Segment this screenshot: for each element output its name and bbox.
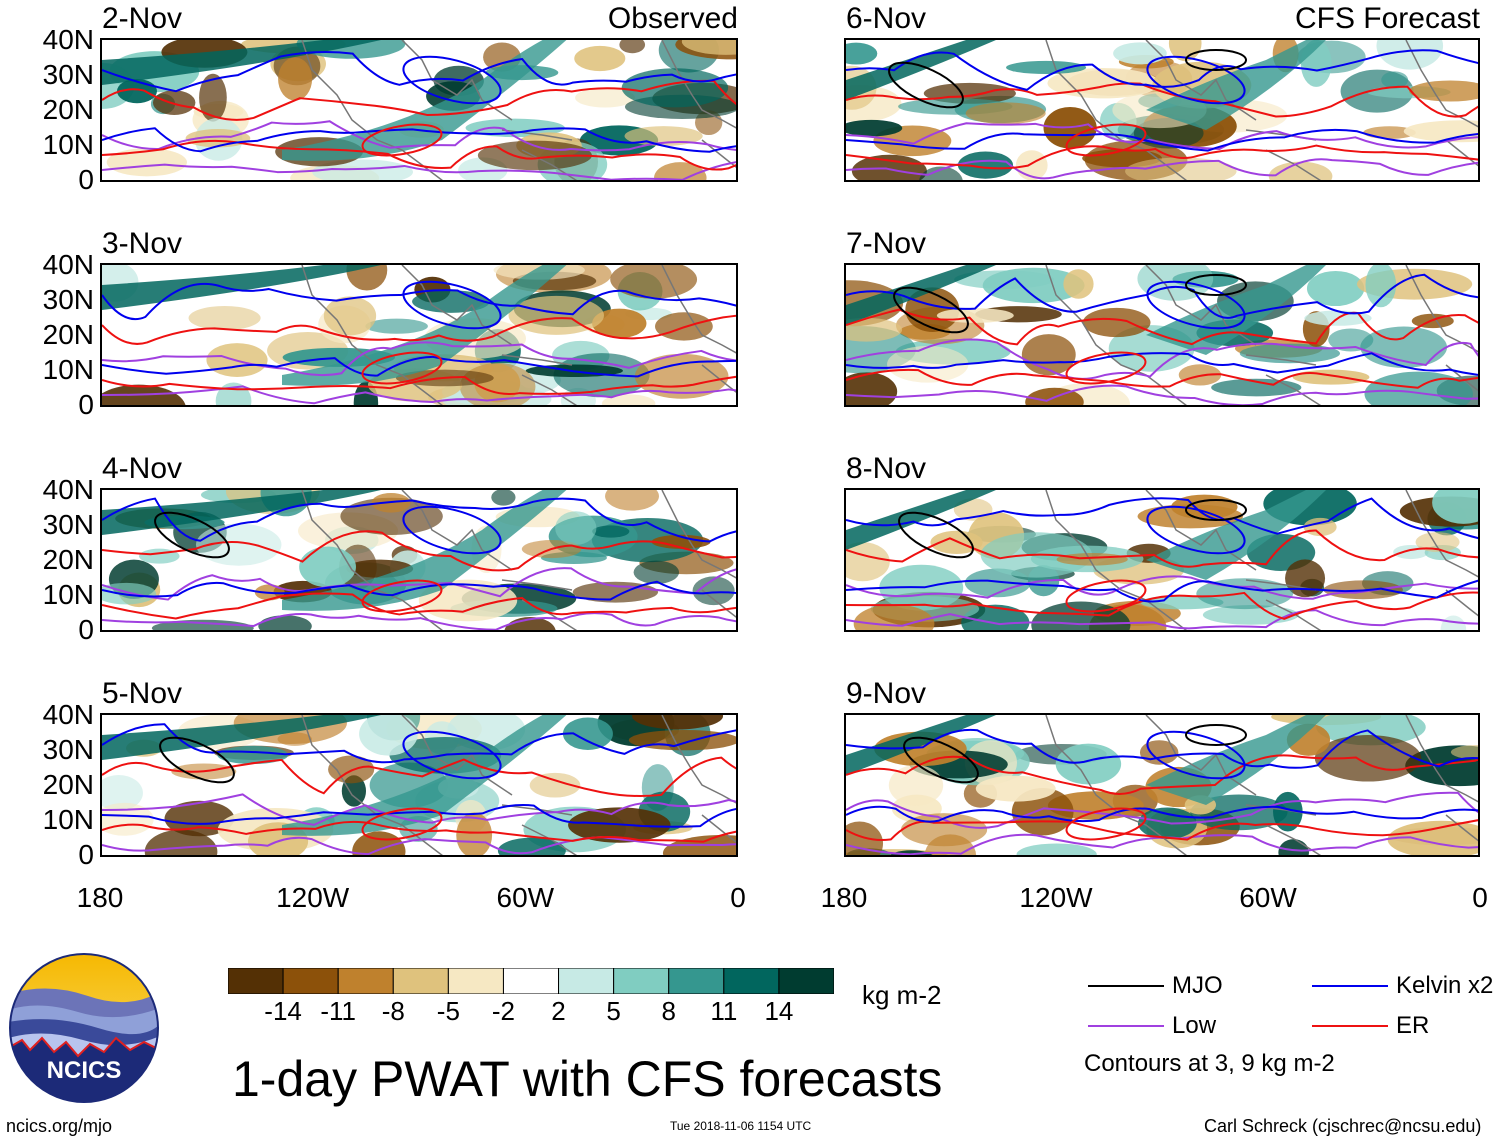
longitude-label: 120W bbox=[276, 882, 350, 913]
legend-label: Low bbox=[1172, 1012, 1217, 1039]
panel-date-label: 5-Nov bbox=[102, 677, 183, 710]
panel-date-label: 9-Nov bbox=[846, 677, 927, 710]
latitude-label: 30N bbox=[42, 284, 94, 315]
colorbar-tick-label: -2 bbox=[491, 996, 516, 1026]
pwat-map-panel bbox=[844, 38, 1480, 182]
latitude-label: 0 bbox=[78, 839, 94, 870]
latitude-label: 40N bbox=[42, 474, 94, 505]
colorbar-tick-label: 8 bbox=[661, 996, 676, 1026]
pwat-map-panel bbox=[844, 488, 1480, 632]
colorbar-swatch bbox=[613, 967, 670, 995]
pwat-map-panel bbox=[100, 263, 738, 407]
colorbar-tick-label: 14 bbox=[764, 996, 794, 1026]
colorbar-swatch bbox=[282, 967, 339, 995]
latitude-label: 10N bbox=[42, 579, 94, 610]
colorbar-tick-label: -11 bbox=[320, 996, 356, 1026]
panel-date-label: 4-Nov bbox=[102, 452, 183, 485]
latitude-label: 0 bbox=[78, 389, 94, 420]
pwat-map-panel bbox=[100, 713, 738, 857]
pwat-map-panel bbox=[844, 713, 1480, 857]
colorbar-tick-label: -5 bbox=[436, 996, 460, 1026]
pwat-map-panel bbox=[844, 263, 1480, 407]
latitude-label: 10N bbox=[42, 129, 94, 160]
colorbar-tick-label: -8 bbox=[381, 996, 405, 1026]
longitude-label: 180 bbox=[820, 882, 868, 913]
latitude-label: 20N bbox=[42, 544, 94, 575]
latitude-label: 40N bbox=[42, 24, 94, 55]
colorbar-tick-label: 5 bbox=[606, 996, 621, 1026]
pwat-field bbox=[846, 40, 1478, 180]
colorbar-units: kg m-2 bbox=[862, 980, 942, 1010]
ncics-logo: NCICS bbox=[8, 952, 160, 1104]
latitude-label: 30N bbox=[42, 59, 94, 90]
latitude-label: 20N bbox=[42, 769, 94, 800]
logo-text: NCICS bbox=[47, 1057, 122, 1084]
colorbar-swatch bbox=[558, 967, 615, 995]
legend-label: Kelvin x2 bbox=[1396, 972, 1494, 999]
colorbar-swatch bbox=[778, 967, 835, 995]
latitude-label: 0 bbox=[78, 164, 94, 195]
panel-date-label: 7-Nov bbox=[846, 227, 927, 260]
pwat-field bbox=[846, 490, 1478, 630]
colorbar-swatch bbox=[668, 967, 725, 995]
colorbar-swatch bbox=[723, 967, 780, 995]
panel-date-label: 2-Nov bbox=[102, 2, 183, 35]
latitude-label: 30N bbox=[42, 509, 94, 540]
pwat-field bbox=[846, 265, 1478, 405]
footer-timestamp: Tue 2018-11-06 1154 UTC bbox=[670, 1119, 812, 1133]
latitude-label: 40N bbox=[42, 249, 94, 280]
latitude-label: 30N bbox=[42, 734, 94, 765]
latitude-label: 0 bbox=[78, 614, 94, 645]
longitude-label: 60W bbox=[1239, 882, 1297, 913]
legend-note: Contours at 3, 9 kg m-2 bbox=[1084, 1050, 1335, 1077]
colorbar-swatch bbox=[227, 967, 284, 995]
colorbar-swatches bbox=[227, 967, 835, 995]
longitude-label: 0 bbox=[1472, 882, 1488, 913]
legend-label: MJO bbox=[1172, 972, 1223, 999]
longitude-label: 60W bbox=[496, 882, 555, 913]
pwat-field bbox=[846, 715, 1478, 855]
footer-credit: Carl Schreck (cjschrec@ncsu.edu) bbox=[1204, 1116, 1482, 1136]
colorbar bbox=[227, 967, 835, 995]
colorbar-tick-label: 2 bbox=[551, 996, 566, 1026]
latitude-label: 10N bbox=[42, 804, 94, 835]
legend-swatch-line bbox=[1312, 985, 1388, 987]
panel-date-label: 3-Nov bbox=[102, 227, 183, 260]
latitude-label: 20N bbox=[42, 319, 94, 350]
legend-label: ER bbox=[1396, 1012, 1430, 1039]
ncics-logo-graphic: NCICS bbox=[9, 953, 159, 1103]
longitude-label: 180 bbox=[76, 882, 124, 913]
pwat-field bbox=[102, 265, 736, 405]
pwat-field bbox=[102, 490, 736, 630]
panel-source-label: Observed bbox=[607, 2, 738, 35]
legend-swatch-line bbox=[1088, 985, 1164, 987]
colorbar-tick-label: -14 bbox=[264, 996, 302, 1026]
panel-source-label: CFS Forecast bbox=[1294, 2, 1480, 35]
pwat-map-panel bbox=[100, 488, 738, 632]
panel-date-label: 6-Nov bbox=[846, 2, 927, 35]
legend-swatch-line bbox=[1088, 1025, 1164, 1027]
footer-url[interactable]: ncics.org/mjo bbox=[6, 1116, 113, 1136]
colorbar-swatch bbox=[392, 967, 449, 995]
panel-date-label: 8-Nov bbox=[846, 452, 927, 485]
colorbar-swatch bbox=[502, 967, 560, 995]
pwat-field bbox=[102, 715, 736, 855]
colorbar-tick-label: 11 bbox=[710, 996, 738, 1026]
longitude-label: 0 bbox=[730, 882, 746, 913]
figure-title: 1-day PWAT with CFS forecasts bbox=[232, 1051, 943, 1107]
colorbar-swatch bbox=[337, 967, 394, 995]
latitude-label: 40N bbox=[42, 699, 94, 730]
longitude-label: 120W bbox=[1019, 882, 1093, 913]
pwat-field bbox=[102, 40, 736, 180]
latitude-label: 20N bbox=[42, 94, 94, 125]
pwat-map-panel bbox=[100, 38, 738, 182]
legend-swatch-line bbox=[1312, 1025, 1388, 1027]
colorbar-swatch bbox=[447, 967, 504, 995]
latitude-label: 10N bbox=[42, 354, 94, 385]
